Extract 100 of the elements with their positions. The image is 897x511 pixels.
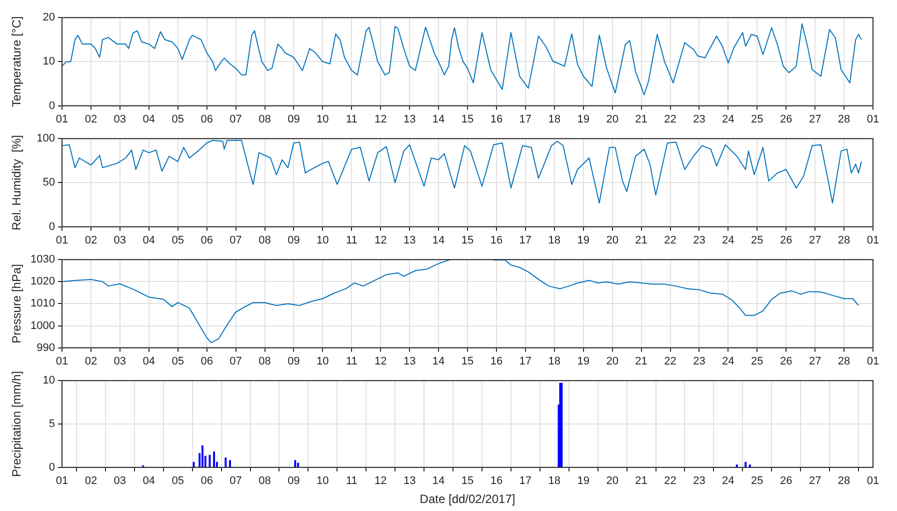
- x-tick-label: 26: [780, 355, 792, 368]
- x-tick-label: 06: [200, 355, 213, 368]
- x-tick-label: 07: [230, 113, 242, 126]
- x-tick-label: 01: [866, 475, 880, 488]
- x-tick-label: 20: [606, 234, 618, 246]
- x-tick-label: 27: [808, 234, 822, 246]
- x-tick-label: 09: [288, 234, 300, 246]
- x-tick-label: 09: [288, 475, 300, 488]
- x-tick-label: 12: [374, 234, 387, 246]
- y-tick-label: 0: [48, 220, 55, 233]
- x-tick-label: 08: [258, 475, 271, 488]
- x-tick-label: 13: [403, 234, 416, 246]
- x-tick-label: 17: [519, 113, 532, 126]
- x-tick-label: 21: [635, 355, 648, 368]
- x-tick-label: 28: [838, 234, 850, 246]
- x-tick-label: 13: [403, 475, 416, 488]
- x-tick-label: 08: [258, 355, 271, 368]
- x-tick-label: 01: [56, 234, 68, 246]
- x-tick-label: 18: [548, 355, 561, 368]
- x-tick-label: 05: [172, 113, 184, 126]
- x-tick-label: 20: [606, 113, 618, 126]
- x-tick-label: 03: [114, 234, 126, 246]
- y-tick-label: 50: [42, 176, 55, 189]
- x-tick-label: 22: [664, 355, 676, 368]
- x-tick-label: 25: [751, 475, 764, 488]
- x-tick-label: 01: [56, 355, 68, 368]
- x-tick-label: 26: [780, 475, 792, 488]
- x-tick-label: 24: [722, 113, 734, 126]
- y-tick-label: 1020: [30, 276, 55, 288]
- x-tick-label: 18: [548, 234, 561, 246]
- x-tick-label: 02: [84, 475, 98, 488]
- x-tick-label: 24: [722, 355, 734, 368]
- x-tick-label: 13: [403, 113, 416, 126]
- x-tick-label: 23: [693, 113, 706, 126]
- x-tick-label: 18: [548, 113, 561, 126]
- x-tick-label: 22: [664, 475, 676, 488]
- x-tick-label: 19: [577, 475, 590, 488]
- x-tick-label: 02: [84, 234, 98, 246]
- x-tick-label: 05: [172, 234, 184, 246]
- x-tick-label: 27: [808, 113, 822, 126]
- y-axis-title: Temperature [°C]: [10, 16, 24, 108]
- x-tick-label: 16: [490, 475, 503, 488]
- x-tick-label: 17: [519, 234, 532, 246]
- x-tick-label: 10: [316, 234, 329, 246]
- x-tick-label: 19: [577, 113, 590, 126]
- y-tick-label: 20: [42, 12, 55, 24]
- x-tick-label: 09: [288, 113, 300, 126]
- x-tick-label: 20: [606, 475, 618, 488]
- y-tick-label: 10: [42, 56, 55, 68]
- x-tick-label: 08: [258, 234, 271, 246]
- x-tick-label: 20: [606, 355, 618, 368]
- y-tick-label: 5: [48, 418, 55, 430]
- x-tick-label: 23: [693, 355, 706, 368]
- x-tick-label: 12: [374, 355, 387, 368]
- x-tick-label: 15: [461, 355, 474, 368]
- x-tick-label: 22: [664, 234, 676, 246]
- x-tick-label: 25: [751, 113, 764, 126]
- x-tick-label: 28: [838, 113, 850, 126]
- x-tick-label: 14: [432, 475, 445, 488]
- x-tick-label: 04: [142, 234, 156, 246]
- x-tick-label: 03: [114, 475, 126, 488]
- x-tick-label: 18: [548, 475, 561, 488]
- x-tick-label: 28: [838, 355, 850, 368]
- x-tick-label: 11: [346, 113, 358, 126]
- y-tick-label: 1000: [30, 320, 55, 332]
- y-axis-title: Pressure [hPa]: [10, 264, 24, 344]
- y-tick-label: 1010: [30, 298, 55, 310]
- x-tick-label: 14: [432, 113, 445, 126]
- x-tick-label: 11: [346, 355, 358, 368]
- x-tick-label: 03: [114, 355, 126, 368]
- x-tick-label: 27: [808, 355, 822, 368]
- x-tick-label: 15: [461, 113, 474, 126]
- x-tick-label: 16: [490, 355, 503, 368]
- x-tick-label: 21: [635, 234, 648, 246]
- x-tick-label: 05: [172, 475, 184, 488]
- y-axis-title: Precipitation [mm/h]: [10, 370, 24, 478]
- x-tick-label: 25: [751, 355, 764, 368]
- x-tick-label: 07: [230, 355, 242, 368]
- x-axis-title: Date [dd/02/2017]: [420, 492, 516, 506]
- x-tick-label: 12: [374, 113, 387, 126]
- x-tick-label: 01: [866, 355, 880, 368]
- x-tick-label: 04: [142, 113, 156, 126]
- x-tick-label: 11: [346, 475, 358, 488]
- x-tick-label: 01: [866, 113, 880, 126]
- x-tick-label: 16: [490, 234, 503, 246]
- x-tick-label: 22: [664, 113, 676, 126]
- x-tick-label: 05: [172, 355, 184, 368]
- y-axis-title: Rel. Humidity [%]: [10, 135, 24, 230]
- x-tick-label: 06: [200, 113, 213, 126]
- y-tick-label: 0: [48, 100, 55, 112]
- x-tick-label: 02: [84, 355, 98, 368]
- x-tick-label: 26: [780, 234, 792, 246]
- x-tick-label: 04: [142, 475, 156, 488]
- x-tick-label: 07: [230, 475, 242, 488]
- x-tick-label: 24: [722, 475, 734, 488]
- x-tick-label: 14: [432, 234, 445, 246]
- y-tick-label: 990: [36, 342, 55, 354]
- x-tick-label: 23: [693, 475, 706, 488]
- x-tick-label: 25: [751, 234, 764, 246]
- x-tick-label: 17: [519, 475, 532, 488]
